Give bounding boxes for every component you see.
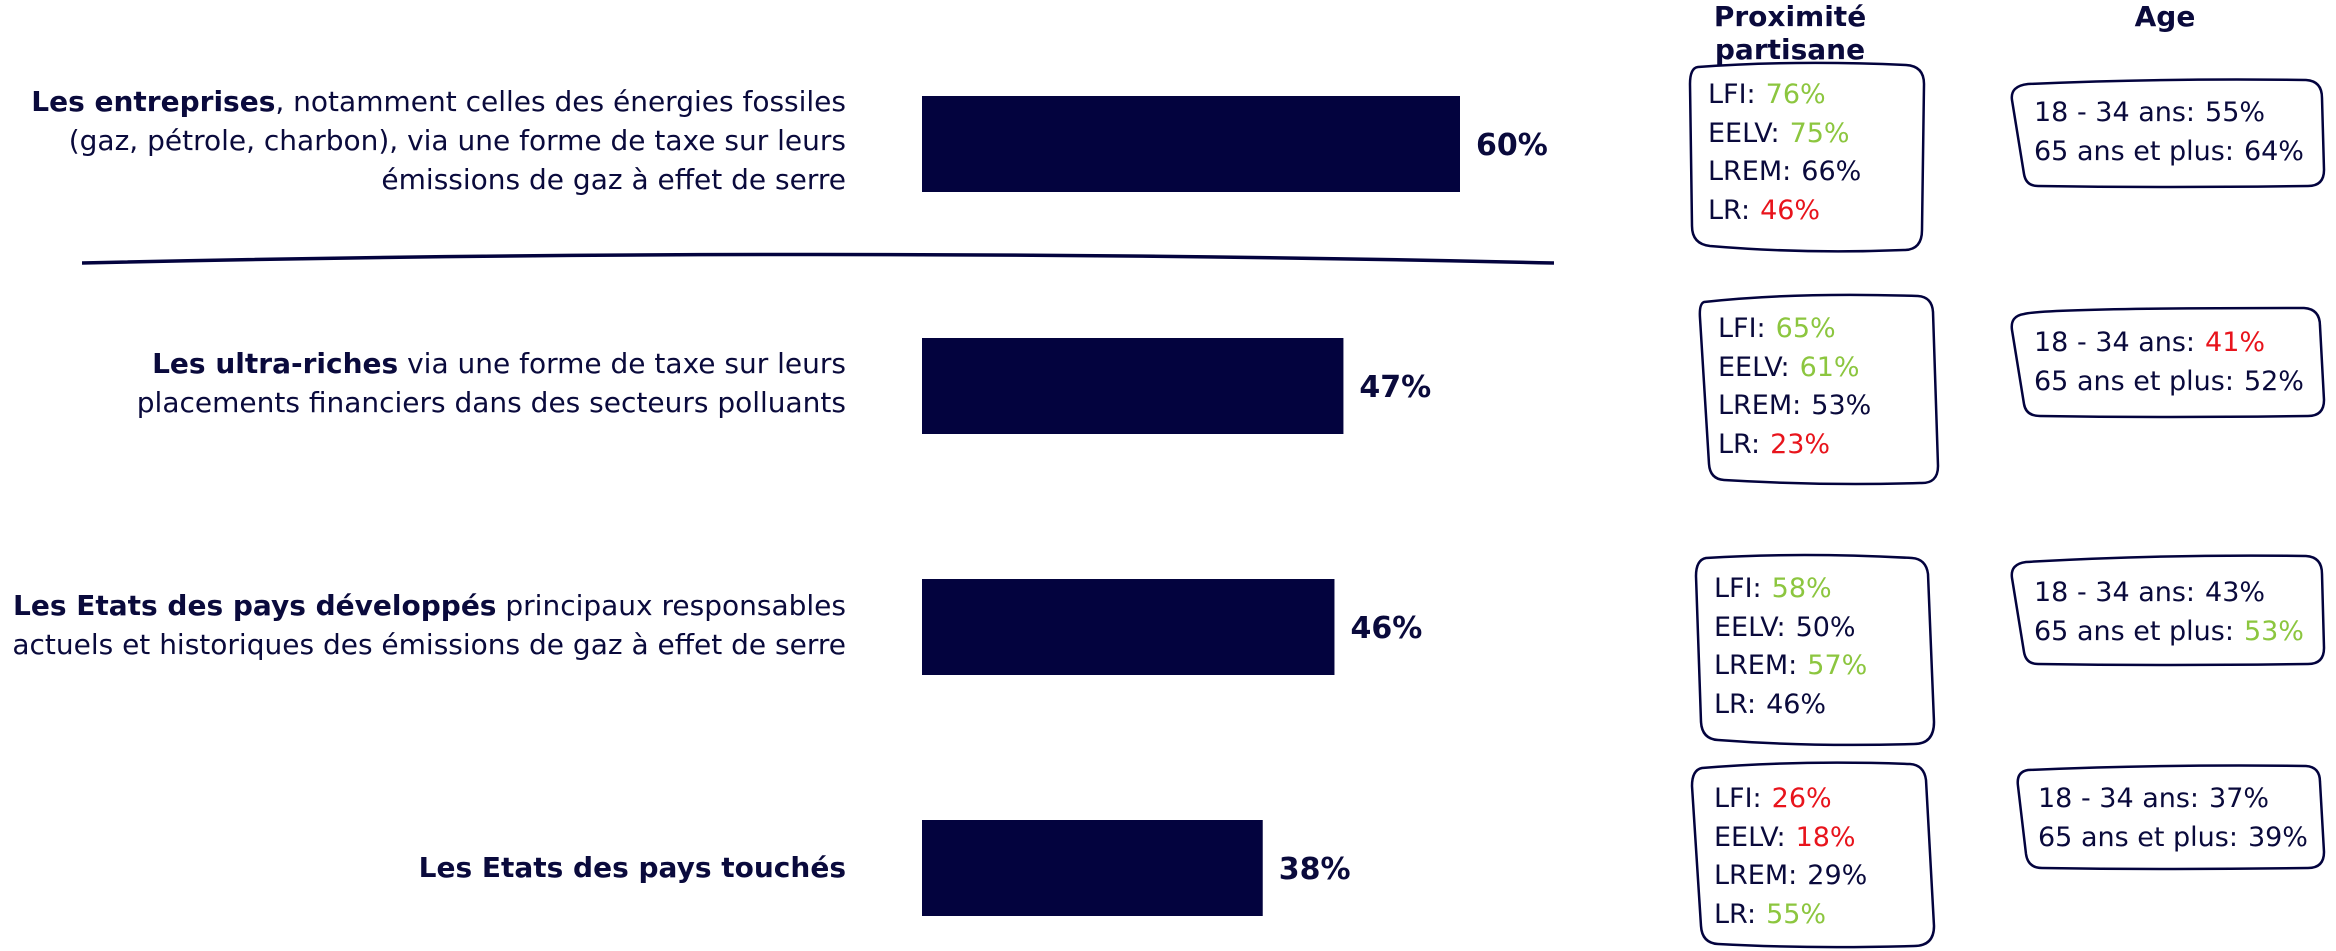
party-value-3-3: 55%: [1766, 898, 1827, 930]
party-value-1-3: 23%: [1770, 428, 1831, 460]
age-line-3-0: 18 - 34 ans: 37%: [2038, 783, 2270, 814]
row-label-0-bold: Les entreprises: [31, 85, 276, 118]
age-box-0: 18 - 34 ans: 55% 65 ans et plus: 64%: [2008, 76, 2326, 192]
party-value-1-0: 65%: [1775, 313, 1836, 344]
party-line-0-1: EELV: 75%: [1708, 117, 1850, 149]
bar-value-label-3: 38%: [1279, 852, 1351, 887]
age-value-2-1: 53%: [2243, 615, 2304, 647]
party-value-2-0: 58%: [1771, 573, 1832, 604]
party-line-2-3: LR: 46%: [1714, 688, 1827, 720]
party-line-0-3: LR: 46%: [1708, 194, 1821, 226]
party-box-2-frame: [1694, 553, 1936, 747]
age-box-1: 18 - 34 ans: 41% 65 ans et plus: 52%: [2008, 304, 2326, 422]
age-box-1-frame: [2010, 306, 2326, 419]
age-line-1-0: 18 - 34 ans: 41%: [2034, 327, 2266, 358]
party-line-1-2: LREM: 53%: [1718, 390, 1872, 421]
party-value-0-3: 46%: [1760, 194, 1821, 226]
row-label-1-bold: Les ultra-riches: [152, 347, 399, 380]
bar-chart: 60% 47% 46% 38%: [922, 96, 1548, 916]
age-value-2-0: 43%: [2205, 577, 2266, 608]
age-line-1-1: 65 ans et plus: 52%: [2034, 365, 2304, 397]
party-value-2-3: 46%: [1766, 688, 1827, 720]
age-value-0-1: 64%: [2243, 135, 2304, 167]
party-line-3-3: LR: 55%: [1714, 898, 1827, 930]
age-line-0-0: 18 - 34 ans: 55%: [2034, 97, 2266, 128]
age-box-3: 18 - 34 ans: 37% 65 ans et plus: 39%: [2014, 762, 2326, 874]
party-value-0-2: 66%: [1801, 156, 1862, 187]
party-line-0-0: LFI: 76%: [1708, 79, 1826, 110]
bar-2: [922, 579, 1335, 675]
party-value-3-2: 29%: [1807, 860, 1868, 891]
party-box-1-frame: [1698, 293, 1940, 486]
bar-1: [922, 338, 1344, 434]
party-line-0-2: LREM: 66%: [1708, 156, 1862, 187]
row-label-2-rest: principaux responsables actuels et histo…: [12, 589, 846, 661]
row-label-2-bold: Les Etats des pays développés: [12, 589, 497, 622]
party-line-2-2: LREM: 57%: [1714, 650, 1868, 681]
row-label-0: Les entreprises, notamment celles des én…: [0, 82, 846, 199]
party-value-3-1: 18%: [1795, 821, 1856, 853]
row-label-1-rest: via une forme de taxe sur leurs placemen…: [136, 347, 846, 419]
age-box-2-frame: [2010, 554, 2326, 667]
party-line-2-0: LFI: 58%: [1714, 573, 1832, 604]
bar-0: [922, 96, 1460, 192]
age-value-0-0: 55%: [2205, 97, 2266, 128]
party-box-1: LFI: 65% EELV: 61% LREM: 53% LR: 23%: [1694, 290, 1942, 488]
bar-3: [922, 820, 1263, 916]
row-label-0-rest: , notamment celles des énergies fossiles…: [68, 85, 846, 196]
row-label-3-bold: Les Etats des pays touchés: [418, 851, 846, 884]
party-value-0-0: 76%: [1765, 79, 1826, 110]
party-box-3-frame: [1690, 761, 1936, 949]
age-box-2: 18 - 34 ans: 43% 65 ans et plus: 53%: [2008, 552, 2326, 670]
party-line-1-1: EELV: 61%: [1718, 351, 1860, 383]
age-header: Age: [2134, 0, 2196, 33]
age-line-0-1: 65 ans et plus: 64%: [2034, 135, 2304, 167]
age-value-1-1: 52%: [2243, 365, 2304, 397]
party-header: Proximité partisane: [1713, 0, 1867, 66]
party-value-2-1: 50%: [1795, 611, 1856, 643]
party-line-3-2: LREM: 29%: [1714, 860, 1868, 891]
bar-value-label-0: 60%: [1476, 128, 1548, 163]
party-value-2-2: 57%: [1807, 650, 1868, 681]
age-box-0-frame: [2010, 78, 2326, 189]
age-value-3-0: 37%: [2209, 783, 2270, 814]
party-line-1-3: LR: 23%: [1718, 428, 1831, 460]
divider-line: [82, 252, 1554, 265]
party-box-0-frame: [1688, 61, 1926, 253]
party-value-3-0: 26%: [1771, 783, 1832, 814]
party-value-1-2: 53%: [1811, 390, 1872, 421]
party-value-1-1: 61%: [1799, 351, 1860, 383]
party-line-3-1: EELV: 18%: [1714, 821, 1856, 853]
bar-value-label-1: 47%: [1359, 370, 1431, 405]
party-line-2-1: EELV: 50%: [1714, 611, 1856, 643]
party-box-0: LFI: 76% EELV: 75% LREM: 66% LR: 46%: [1684, 58, 1928, 256]
age-value-1-0: 41%: [2205, 327, 2266, 358]
party-line-3-0: LFI: 26%: [1714, 783, 1832, 814]
row-label-1: Les ultra-riches via une forme de taxe s…: [0, 344, 846, 422]
age-box-3-frame: [2016, 764, 2326, 871]
party-value-0-1: 75%: [1789, 117, 1850, 149]
party-box-2: LFI: 58% EELV: 50% LREM: 57% LR: 46%: [1690, 550, 1938, 748]
party-line-1-0: LFI: 65%: [1718, 313, 1836, 344]
age-line-3-1: 65 ans et plus: 39%: [2038, 821, 2308, 853]
party-box-3: LFI: 26% EELV: 18% LREM: 29% LR: 55%: [1688, 758, 1938, 950]
bar-value-label-2: 46%: [1350, 611, 1422, 646]
age-line-2-0: 18 - 34 ans: 43%: [2034, 577, 2266, 608]
row-label-2: Les Etats des pays développés principaux…: [0, 586, 846, 664]
age-value-3-1: 39%: [2247, 821, 2308, 853]
row-label-3: Les Etats des pays touchés: [0, 848, 846, 887]
age-line-2-1: 65 ans et plus: 53%: [2034, 615, 2304, 647]
